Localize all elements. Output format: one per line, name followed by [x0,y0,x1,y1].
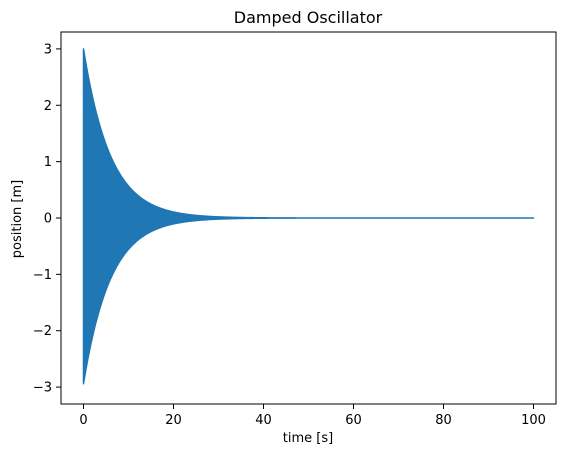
y-tick-label: −1 [33,268,52,283]
y-tick-label: 2 [44,99,52,114]
y-tick-label: −3 [33,381,52,396]
x-tick-label: 100 [521,413,546,428]
y-tick-label: 1 [44,155,52,170]
x-tick-label: 0 [79,413,87,428]
y-axis-label: position [m] [10,180,25,258]
x-tick-label: 40 [255,413,272,428]
x-tick-label: 80 [435,413,452,428]
x-tick-label: 20 [165,413,182,428]
x-axis-label: time [s] [283,431,333,446]
y-tick-label: 0 [44,212,52,227]
y-tick-label: 3 [44,42,52,57]
y-tick-label: −2 [33,324,52,339]
chart-title: Damped Oscillator [234,8,383,27]
x-tick-label: 60 [345,413,362,428]
